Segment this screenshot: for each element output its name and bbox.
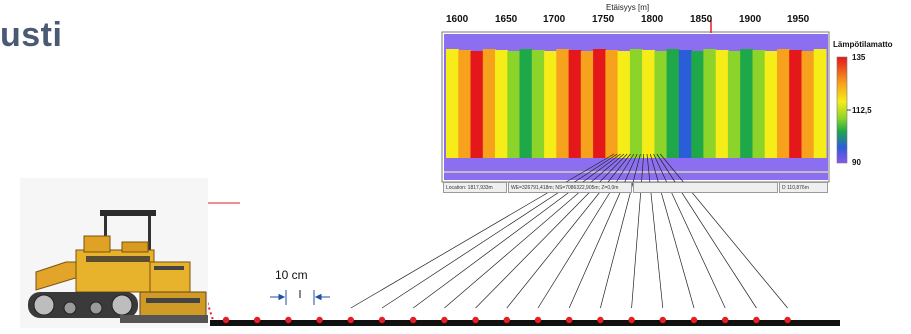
thermal-stripe xyxy=(801,51,815,158)
projection-line xyxy=(537,153,635,309)
measurement-point xyxy=(472,316,479,324)
sensor-spacing-label: 10 cm xyxy=(275,268,308,282)
colorbar-mid-label: 112,5 xyxy=(852,106,872,115)
measurement-point xyxy=(597,316,604,324)
status-empty xyxy=(633,182,778,193)
tick-label: 1750 xyxy=(592,14,615,25)
projection-line xyxy=(350,153,615,309)
asphalt-paver-icon xyxy=(20,178,208,328)
measurement-point xyxy=(316,316,323,324)
thermal-image-panel xyxy=(441,20,830,183)
measurement-point xyxy=(628,316,635,324)
projection-line xyxy=(381,153,618,309)
projection-line xyxy=(475,153,628,309)
spacing-indicator xyxy=(270,290,330,305)
tick-label: 1950 xyxy=(787,14,810,25)
measurement-point xyxy=(441,316,448,324)
thermal-stripe xyxy=(813,49,827,158)
thermal-stripe xyxy=(446,49,459,158)
thermal-stripe xyxy=(580,51,594,158)
status-distance: D 110,876m xyxy=(779,182,828,193)
measurement-point xyxy=(784,316,791,324)
thermal-stripe xyxy=(507,51,521,158)
thermal-stripe xyxy=(470,51,484,158)
tick-label: 1800 xyxy=(641,14,664,25)
distance-axis-title: Etäisyys [m] xyxy=(606,3,650,12)
projection-line xyxy=(412,153,621,309)
measurement-point xyxy=(503,316,510,324)
tick-label: 1900 xyxy=(739,14,762,25)
thermal-stripe xyxy=(666,49,680,158)
tick-label: 1850 xyxy=(690,14,713,25)
thermal-stripe xyxy=(531,50,545,158)
projection-line xyxy=(653,153,726,309)
thermal-stripe xyxy=(593,49,606,158)
thermal-stripe xyxy=(678,50,692,158)
measurement-point xyxy=(534,316,542,324)
projection-line xyxy=(600,153,641,309)
thermal-stripe xyxy=(495,50,508,158)
status-location: Location: 1817,933m xyxy=(443,182,507,193)
thermal-stripe xyxy=(642,50,655,158)
tick-label: 1650 xyxy=(495,14,518,25)
measurement-point xyxy=(222,316,230,324)
thermal-stripe xyxy=(556,49,570,158)
projection-line xyxy=(649,153,695,309)
colorbar-max-label: 135 xyxy=(852,53,866,62)
thermal-stripe xyxy=(629,49,643,158)
thermal-stripe xyxy=(703,49,717,158)
thermal-stripe xyxy=(752,50,766,158)
projection-line xyxy=(568,153,638,309)
measurement-point xyxy=(722,316,729,324)
thermal-stripe xyxy=(605,50,619,158)
tick-label: 1600 xyxy=(446,14,469,25)
thermal-stripe xyxy=(789,50,803,158)
measurement-point xyxy=(410,316,417,324)
status-coordinates: WE=326791,418m; NS=7086322,905m; Z=0,0m xyxy=(508,182,632,193)
measurement-point xyxy=(254,316,261,324)
thermal-stripe xyxy=(519,49,533,158)
projection-line xyxy=(656,153,757,309)
thermal-stripes xyxy=(446,49,827,158)
thermal-stripe xyxy=(482,49,496,158)
thermal-stripe xyxy=(654,51,668,158)
projection-line xyxy=(646,153,664,309)
projection-line xyxy=(444,153,625,309)
measurement-point xyxy=(566,316,573,324)
measurement-points xyxy=(222,316,791,324)
measurement-point xyxy=(753,316,760,324)
thermal-stripe xyxy=(691,51,705,158)
thermal-stripe xyxy=(740,49,754,158)
measurement-point xyxy=(690,316,698,324)
thermal-stripe xyxy=(777,49,790,158)
road-surface xyxy=(210,320,840,326)
measurement-point xyxy=(347,316,354,324)
colorbar-scale xyxy=(836,56,848,164)
measurement-point xyxy=(659,316,666,324)
measurement-point xyxy=(378,316,386,324)
thermal-stripe xyxy=(568,50,582,158)
thermal-stripe xyxy=(764,51,778,158)
thermal-stripe xyxy=(458,50,472,158)
projection-lines xyxy=(350,153,788,309)
thermal-stripe xyxy=(544,51,557,158)
measurement-point xyxy=(285,316,292,324)
colorbar-title: Lämpötilamatto xyxy=(833,40,893,49)
projection-line xyxy=(659,153,788,309)
projection-line xyxy=(631,153,645,309)
thermal-stripe xyxy=(727,51,741,158)
thermal-stripe xyxy=(617,51,631,158)
colorbar-min-label: 90 xyxy=(852,158,861,167)
tick-label: 1700 xyxy=(543,14,566,25)
page-title: usti xyxy=(0,16,63,54)
projection-line xyxy=(506,153,631,309)
thermal-stripe xyxy=(715,50,729,158)
